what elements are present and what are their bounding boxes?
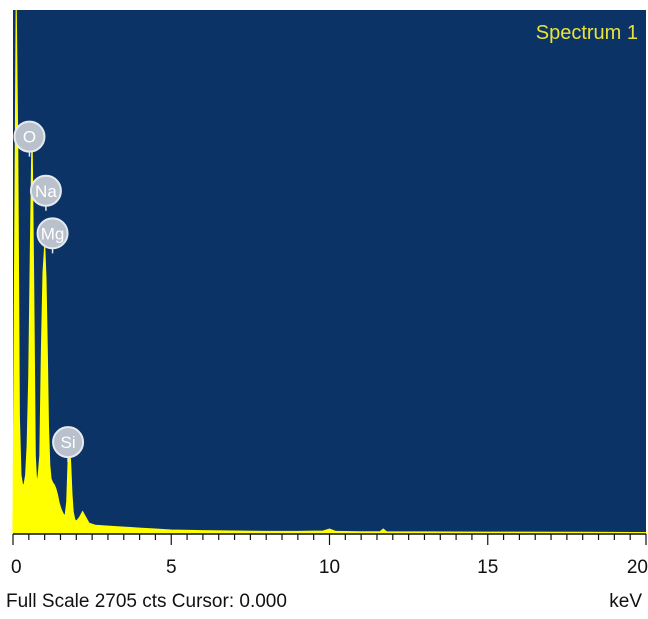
peak-element-symbol: Si	[61, 433, 76, 452]
status-full-scale-cursor: Full Scale 2705 cts Cursor: 0.000	[6, 591, 287, 612]
x-axis-ticks: 0 5 10 15 20	[11, 534, 648, 578]
x-tick-label: 15	[477, 557, 498, 578]
peak-label-na: Na	[29, 174, 62, 211]
x-tick-label: 20	[627, 557, 648, 578]
x-tick-label: 0	[11, 557, 22, 578]
spectrum-title: Spectrum 1	[536, 22, 638, 44]
peak-marker	[36, 217, 69, 250]
peak-label-si: Si	[52, 426, 85, 463]
status-unit: keV	[609, 591, 642, 612]
peak-element-symbol: O	[23, 128, 36, 147]
x-tick-label: 10	[319, 557, 340, 578]
x-tick-label: 5	[166, 557, 177, 578]
peak-label-o: O	[13, 120, 46, 157]
plot-area	[13, 10, 646, 533]
peak-marker	[29, 174, 62, 207]
peak-labels: O Na Mg Si	[13, 120, 85, 463]
peak-marker	[13, 120, 46, 153]
peak-element-symbol: Na	[35, 182, 57, 201]
peak-marker	[52, 426, 85, 459]
peak-element-symbol: Mg	[41, 224, 65, 243]
peak-label-mg: Mg	[36, 217, 69, 254]
